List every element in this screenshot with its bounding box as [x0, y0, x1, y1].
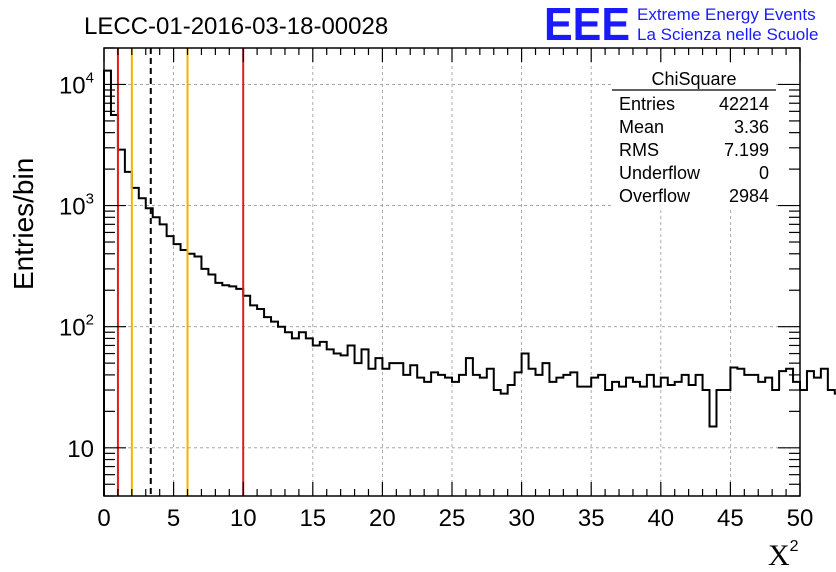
- y-tick-label-0: 10: [67, 436, 94, 463]
- y-tick-label-exp: 4: [86, 69, 94, 86]
- logo-mark: EEE: [544, 0, 630, 50]
- y-tick-label-1: 102: [59, 312, 94, 342]
- x-tick-label-4: 20: [369, 505, 396, 532]
- x-tick-label-1: 5: [167, 505, 180, 532]
- x-tick-label-3: 15: [299, 505, 326, 532]
- reference-lines: [116, 48, 245, 496]
- x-tick-label-5: 25: [439, 505, 466, 532]
- logo-line-1: Extreme Energy Events: [637, 5, 816, 24]
- stats-rows: Entries 42214 Mean 3.36 RMS 7.199 Underflow 0 Ov…: [619, 94, 769, 206]
- stats-label-1: Mean: [619, 117, 664, 137]
- stats-box: ChiSquare Entries 42214 Mean 3.36 RMS 7.199 Un…: [612, 66, 776, 208]
- stats-value-2: 7.199: [724, 140, 769, 160]
- stats-label-4: Overflow: [619, 186, 691, 206]
- histogram-line: [103, 69, 836, 496]
- y-tick-label-base: 10: [59, 72, 86, 99]
- histogram-series: [103, 69, 836, 496]
- x-tick-label-2: 10: [230, 505, 257, 532]
- x-tick-label-10: 50: [787, 505, 814, 532]
- x-tick-label-9: 45: [717, 505, 744, 532]
- stats-label-2: RMS: [619, 140, 659, 160]
- logo-line-2: La Scienza nelle Scuole: [637, 25, 818, 44]
- eee-logo: EEE Extreme Energy Events La Scienza nel…: [544, 0, 818, 50]
- y-tick-label-exp: 2: [86, 312, 94, 329]
- y-tick-label-base: 10: [59, 315, 86, 342]
- stats-value-1: 3.36: [734, 117, 769, 137]
- stats-value-4: 2984: [729, 186, 769, 206]
- x-tick-label-8: 40: [647, 505, 674, 532]
- x-axis-title-base: X: [768, 539, 790, 572]
- x-tick-label-6: 30: [508, 505, 535, 532]
- stats-label-0: Entries: [619, 94, 675, 114]
- y-tick-label-base: 10: [59, 194, 86, 221]
- y-tick-label-3: 104: [59, 69, 94, 99]
- stats-title: ChiSquare: [651, 69, 736, 89]
- x-tick-label-0: 0: [97, 505, 110, 532]
- x-tick-label-7: 35: [578, 505, 605, 532]
- stats-label-3: Underflow: [619, 163, 701, 183]
- y-axis-title: Entries/bin: [8, 158, 39, 290]
- y-tick-label-2: 103: [59, 191, 94, 221]
- stats-value-0: 42214: [719, 94, 769, 114]
- chart-title: LECC-01-2016-03-18-00028: [84, 13, 388, 40]
- stats-value-3: 0: [759, 163, 769, 183]
- x-axis-title-sup: 2: [790, 538, 799, 555]
- y-tick-label-base: 10: [67, 436, 94, 463]
- y-tick-label-exp: 3: [86, 191, 94, 208]
- x-axis-title: X2: [768, 538, 799, 572]
